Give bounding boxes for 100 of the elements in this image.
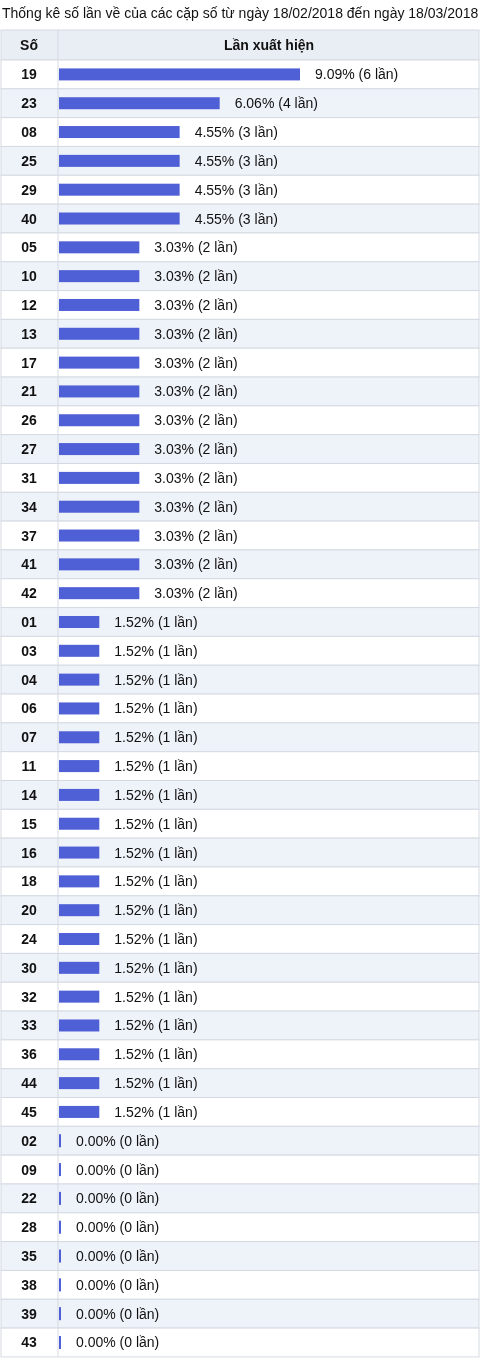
bar — [59, 760, 100, 773]
data-label: 1.52% (1 lần) — [114, 642, 198, 659]
y-tick-label: 14 — [21, 786, 37, 803]
y-tick-label: 44 — [21, 1075, 37, 1092]
bar — [59, 327, 140, 340]
y-tick-label: 39 — [21, 1305, 37, 1322]
y-tick-label: 34 — [21, 498, 37, 515]
data-label: 1.52% (1 lần) — [114, 729, 198, 746]
bar — [59, 97, 220, 110]
data-label: 3.03% (2 lần) — [154, 527, 238, 544]
data-label: 0.00% (0 lần) — [76, 1219, 160, 1236]
y-tick-label: 33 — [21, 1017, 37, 1034]
bar — [59, 471, 140, 484]
data-label: 3.03% (2 lần) — [154, 268, 238, 285]
y-tick-label: 37 — [21, 527, 37, 544]
data-label: 6.06% (4 lần) — [234, 95, 318, 112]
y-tick-label: 09 — [21, 1161, 37, 1178]
y-tick-label: 41 — [21, 556, 37, 573]
bar — [59, 385, 140, 398]
y-tick-label: 24 — [21, 931, 37, 948]
data-label: 1.52% (1 lần) — [114, 1075, 198, 1092]
y-tick-label: 30 — [21, 959, 37, 976]
y-tick-label: 35 — [21, 1248, 37, 1265]
data-label: 3.03% (2 lần) — [154, 412, 238, 429]
bar — [59, 875, 100, 888]
bar — [59, 731, 100, 744]
data-label: 1.52% (1 lần) — [114, 844, 198, 861]
bar — [59, 270, 140, 283]
y-tick-label: 45 — [21, 1103, 37, 1120]
y-axis-title: Số — [20, 37, 39, 53]
bar — [59, 1105, 100, 1118]
data-label: 1.52% (1 lần) — [114, 931, 198, 948]
y-tick-label: 27 — [21, 441, 37, 458]
y-tick-label: 20 — [21, 902, 37, 919]
data-label: 1.52% (1 lần) — [114, 671, 198, 688]
y-tick-label: 16 — [21, 844, 37, 861]
data-label: 3.03% (2 lần) — [154, 469, 238, 486]
data-label: 0.00% (0 lần) — [76, 1248, 160, 1265]
y-tick-label: 40 — [21, 210, 37, 227]
data-label: 3.03% (2 lần) — [154, 556, 238, 573]
y-tick-label: 31 — [21, 469, 37, 486]
data-label: 1.52% (1 lần) — [114, 873, 198, 890]
y-tick-label: 19 — [21, 66, 37, 83]
bar — [59, 529, 140, 542]
data-label: 1.52% (1 lần) — [114, 1017, 198, 1034]
data-label: 1.52% (1 lần) — [114, 815, 198, 832]
bar — [59, 587, 140, 600]
data-label: 3.03% (2 lần) — [154, 325, 238, 342]
data-label: 1.52% (1 lần) — [114, 700, 198, 717]
y-tick-label: 15 — [21, 815, 37, 832]
y-tick-label: 43 — [21, 1334, 37, 1351]
data-label: 3.03% (2 lần) — [154, 498, 238, 515]
y-tick-label: 17 — [21, 354, 37, 371]
data-label: 1.52% (1 lần) — [114, 786, 198, 803]
data-label: 0.00% (0 lần) — [76, 1305, 160, 1322]
bar — [59, 183, 180, 196]
y-tick-label: 21 — [21, 383, 37, 400]
data-label: 1.52% (1 lần) — [114, 902, 198, 919]
bar — [59, 933, 100, 946]
y-tick-label: 23 — [21, 95, 37, 112]
bar — [59, 154, 180, 167]
y-tick-label: 36 — [21, 1046, 37, 1063]
data-label: 1.52% (1 lần) — [114, 758, 198, 775]
y-tick-label: 26 — [21, 412, 37, 429]
bar — [59, 990, 100, 1003]
data-label: 1.52% (1 lần) — [114, 959, 198, 976]
data-label: 0.00% (0 lần) — [76, 1190, 160, 1207]
bar — [59, 961, 100, 974]
bar — [59, 558, 140, 571]
data-label: 3.03% (2 lần) — [154, 354, 238, 371]
bar — [59, 68, 300, 81]
data-label: 4.55% (3 lần) — [194, 181, 278, 198]
data-label: 1.52% (1 lần) — [114, 613, 198, 630]
bar — [59, 1019, 100, 1032]
y-tick-label: 05 — [21, 239, 37, 256]
bar — [59, 298, 140, 311]
data-label: 0.00% (0 lần) — [76, 1334, 160, 1351]
bar — [59, 1048, 100, 1061]
y-tick-label: 12 — [21, 296, 37, 313]
y-tick-label: 08 — [21, 124, 37, 141]
y-tick-label: 13 — [21, 325, 37, 342]
bar — [59, 414, 140, 427]
y-tick-label: 18 — [21, 873, 37, 890]
data-label: 9.09% (6 lần) — [315, 66, 399, 83]
data-label: 3.03% (2 lần) — [154, 239, 238, 256]
y-tick-label: 10 — [21, 268, 37, 285]
bar — [59, 241, 140, 254]
bar — [59, 443, 140, 456]
data-label: 0.00% (0 lần) — [76, 1132, 160, 1149]
data-label: 3.03% (2 lần) — [154, 296, 238, 313]
y-tick-label: 29 — [21, 181, 37, 198]
y-tick-label: 01 — [21, 613, 37, 630]
y-tick-label: 11 — [21, 758, 37, 775]
data-label: 1.52% (1 lần) — [114, 988, 198, 1005]
y-tick-label: 28 — [21, 1219, 37, 1236]
data-label: 3.03% (2 lần) — [154, 441, 238, 458]
data-label: 1.52% (1 lần) — [114, 1103, 198, 1120]
y-tick-label: 07 — [21, 729, 37, 746]
chart-title: Thống kê số lần về của các cặp số từ ngày 18/02/2018 đến ngày 18/03/2018 — [2, 4, 479, 21]
bar — [59, 702, 100, 715]
